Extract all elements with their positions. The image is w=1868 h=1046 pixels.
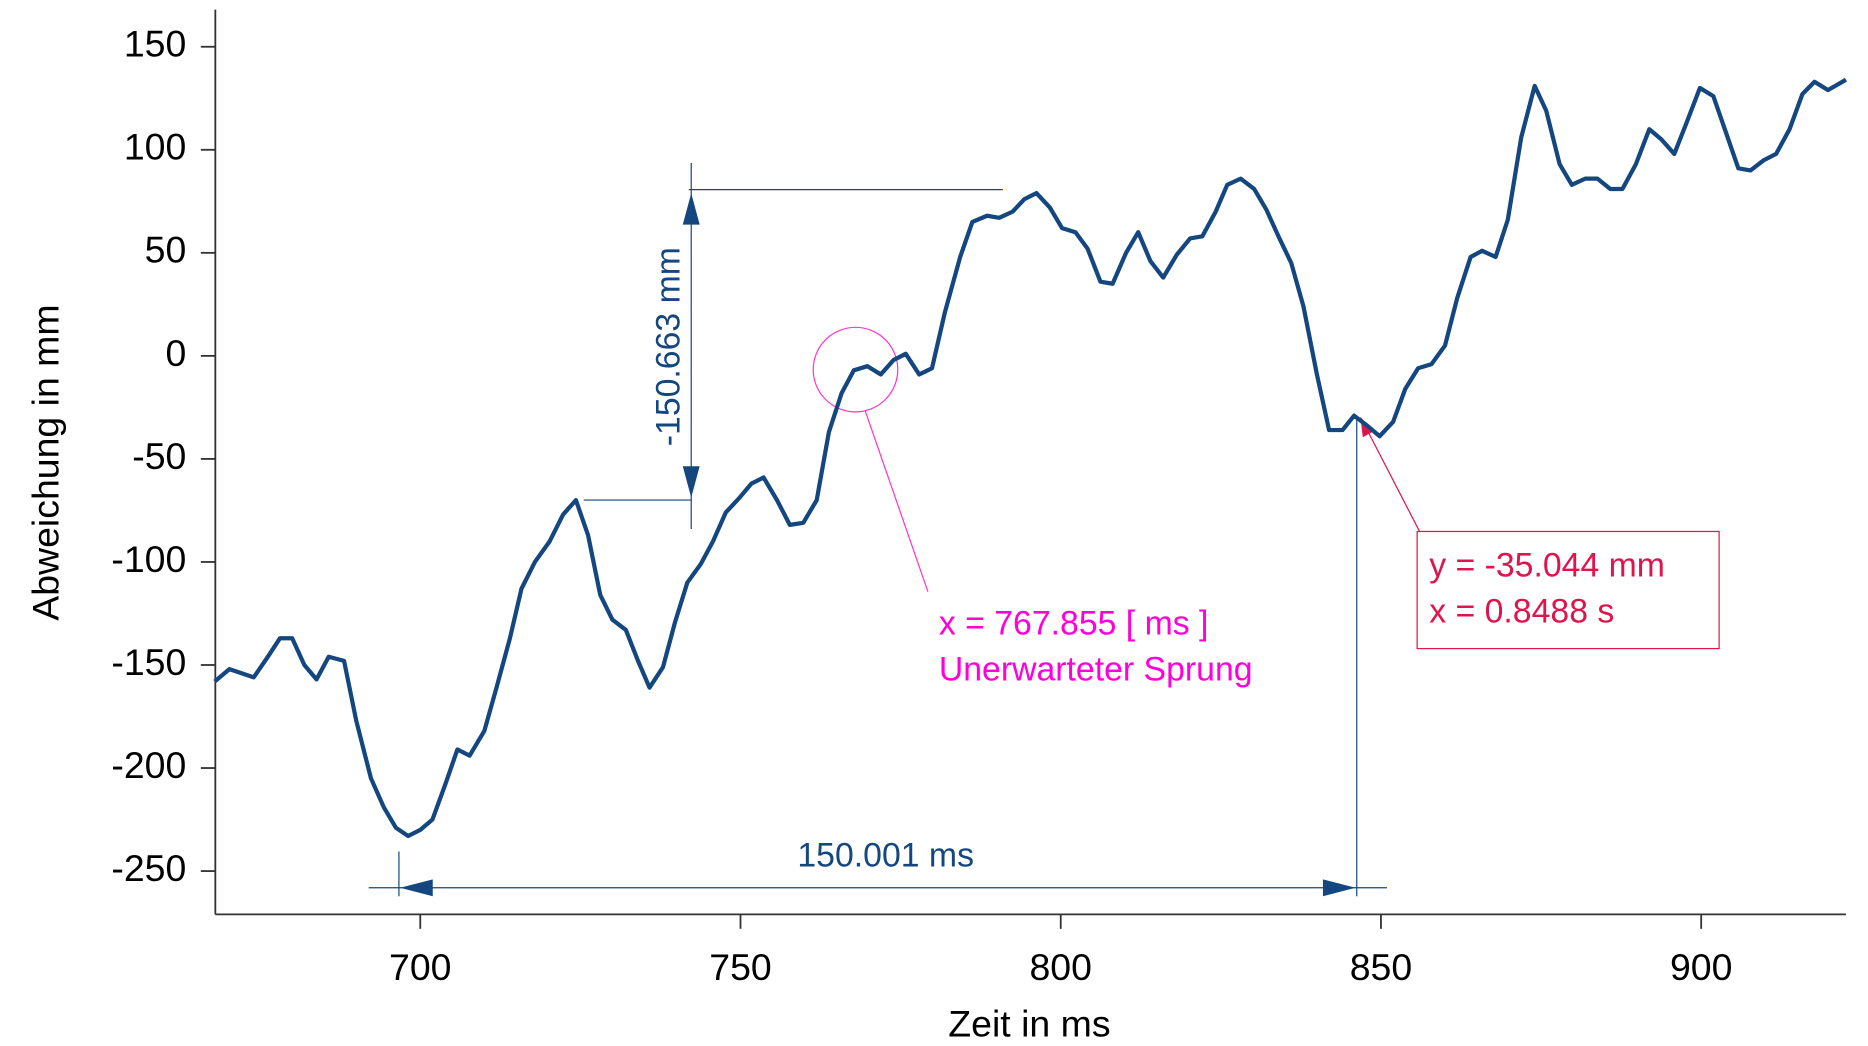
x-axis-label: Zeit in ms — [948, 1003, 1110, 1045]
annotation: 150.001 ms — [797, 837, 974, 875]
x-tick-label: 750 — [709, 946, 771, 988]
callout-box — [1416, 530, 1720, 650]
y-tick-label: -100 — [111, 538, 186, 580]
y-tick-label: 0 — [166, 332, 187, 374]
annotation: x = 767.855 [ ms ] — [939, 605, 1209, 643]
y-tick-label: -250 — [111, 847, 186, 889]
x-tick-label: 850 — [1350, 946, 1412, 988]
x-tick-label: 800 — [1029, 946, 1091, 988]
y-tick-label: -200 — [111, 744, 186, 786]
leader-line — [1361, 418, 1421, 532]
y-tick-label: 50 — [145, 229, 187, 271]
annotation: Unerwarteter Sprung — [939, 651, 1253, 689]
annotation: -150.663 mm — [650, 247, 688, 446]
y-tick-label: 150 — [124, 23, 186, 65]
y-tick-label: 100 — [124, 126, 186, 168]
arrow-head — [682, 193, 700, 498]
annotations: -150.663 mm 150.001 ms x = 767.855 [ ms … — [368, 163, 1720, 897]
highlight-circle — [812, 326, 899, 413]
annotation: x = 0.8488 s — [1429, 593, 1614, 631]
y-axis-label: Abweichung in mm — [25, 304, 67, 620]
y-tick-label: -150 — [111, 641, 186, 683]
x-tick-label: 900 — [1670, 946, 1732, 988]
data-line — [213, 77, 1847, 839]
x-tick-label: 700 — [389, 946, 451, 988]
annotation: y = -35.044 mm — [1429, 547, 1665, 585]
leader-line — [864, 410, 929, 593]
y-tick-label: -50 — [132, 435, 186, 477]
